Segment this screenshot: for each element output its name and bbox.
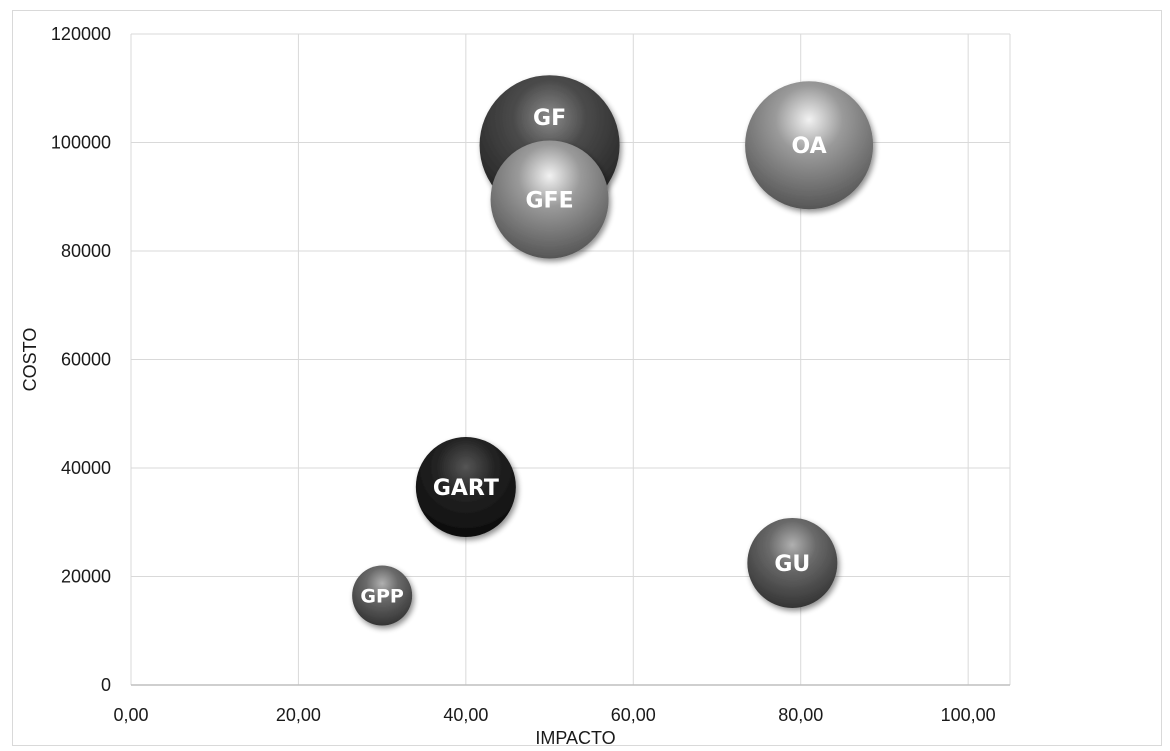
x-tick-label: 0,00 (113, 705, 148, 725)
y-tick-label: 80000 (61, 241, 111, 261)
x-tick-label: 40,00 (443, 705, 488, 725)
bubble-oa: OA (745, 81, 874, 210)
chart-frame (12, 10, 1162, 746)
y-tick-label: 120000 (51, 24, 111, 44)
bubble-mark (747, 517, 838, 608)
y-tick-label: 20000 (61, 567, 111, 587)
y-tick-label: 0 (101, 675, 111, 695)
bubble-gpp: GPP (352, 565, 413, 626)
x-tick-label: 20,00 (276, 705, 321, 725)
y-tick-label: 60000 (61, 350, 111, 370)
bubble-gfe: GFE (490, 140, 609, 259)
bubble-mark (352, 565, 413, 626)
bubble-label: GPP (360, 585, 404, 607)
bubble-label: GF (533, 106, 566, 131)
x-tick-label: 100,00 (941, 705, 996, 725)
bubble-label: OA (792, 134, 827, 159)
bubble-mark (745, 81, 874, 210)
bubble-mark (490, 140, 609, 259)
x-tick-label: 60,00 (611, 705, 656, 725)
bubble-label: GU (774, 552, 810, 577)
y-axis-title: COSTO (20, 328, 40, 392)
gridlines (130, 33, 1011, 685)
bubble-mark (415, 436, 516, 537)
bubble-gu: GU (747, 517, 838, 608)
y-tick-label: 100000 (51, 133, 111, 153)
x-axis-title: IMPACTO (535, 728, 615, 748)
bubble-label: GART (433, 476, 499, 501)
bubble-label: GFE (526, 188, 574, 213)
x-tick-label: 80,00 (778, 705, 823, 725)
axes: 0 20000 40000 60000 80000 100000 120000 0,00 20,… (51, 24, 1010, 725)
y-tick-label: 40000 (61, 458, 111, 478)
bubble-gart: GART (415, 436, 516, 537)
bubbles: GF GFE OA GART GU GPP (352, 75, 874, 626)
